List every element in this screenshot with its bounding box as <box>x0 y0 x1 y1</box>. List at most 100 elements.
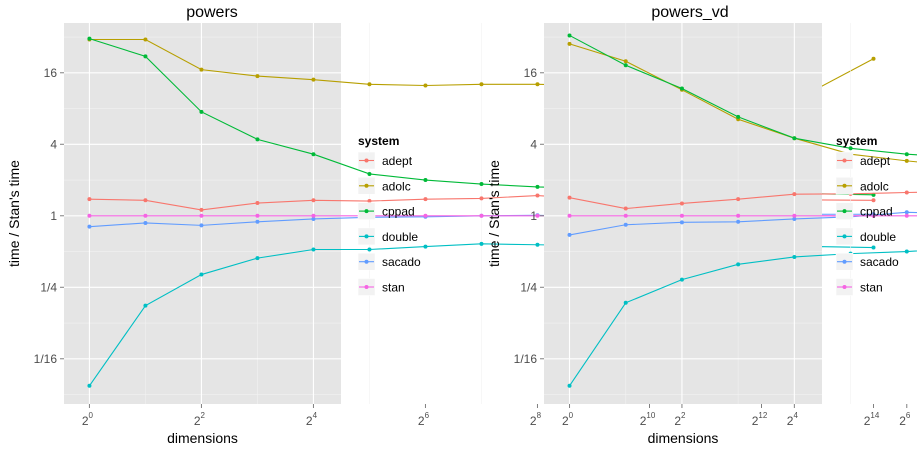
data-point-cppad <box>87 36 92 41</box>
x-tick-base: 2 <box>674 414 681 428</box>
legend-label-adolc: adolc <box>382 179 411 193</box>
data-point-sacado <box>792 216 797 221</box>
data-point-cppad <box>679 86 684 91</box>
data-point-stan <box>87 213 92 218</box>
data-point-double <box>535 242 540 247</box>
data-point-double <box>367 247 372 252</box>
data-point-cppad <box>535 184 540 189</box>
plot-title: powers_vd <box>651 4 728 21</box>
data-point-adolc <box>255 74 260 79</box>
x-tick-label: 22 <box>674 411 686 428</box>
legend-key-point-double <box>364 234 369 239</box>
data-point-double <box>792 254 797 259</box>
x-tick-base: 2 <box>899 414 906 428</box>
data-point-adolc <box>623 59 628 64</box>
data-point-cppad <box>623 63 628 68</box>
data-point-adept <box>479 196 484 201</box>
plot-background <box>544 23 822 404</box>
data-point-sacado <box>199 223 204 228</box>
x-tick-base: 2 <box>864 414 871 428</box>
legend-key-point-adept <box>364 158 369 163</box>
y-tick-label: 4 <box>50 137 57 151</box>
y-tick-label: 1/16 <box>514 352 538 366</box>
data-point-double <box>199 272 204 277</box>
data-point-adolc <box>871 56 876 61</box>
data-point-stan <box>904 213 909 218</box>
legend-label-sacado: sacado <box>382 255 421 269</box>
legend-key-point-adolc <box>364 183 369 188</box>
data-point-stan <box>736 213 741 218</box>
x-tick-exponent: 2 <box>681 411 686 420</box>
y-tick-label: 1/4 <box>520 280 537 294</box>
data-point-stan <box>792 213 797 218</box>
data-point-adept <box>255 201 260 206</box>
data-point-double <box>255 256 260 261</box>
x-tick-exponent: 4 <box>313 411 318 420</box>
data-point-stan <box>679 213 684 218</box>
y-axis-title: time / Stan's time <box>486 160 502 267</box>
data-point-double <box>311 247 316 252</box>
x-tick-label: 26 <box>418 411 430 428</box>
data-point-cppad <box>567 33 572 38</box>
legend-label-double: double <box>860 230 896 244</box>
y-tick-label: 1 <box>50 209 57 223</box>
x-tick-base: 2 <box>418 414 425 428</box>
data-point-sacado <box>143 220 148 225</box>
data-point-double <box>143 303 148 308</box>
data-point-adolc <box>535 82 540 87</box>
x-tick-exponent: 10 <box>646 411 655 420</box>
data-point-adolc <box>567 41 572 46</box>
data-point-sacado <box>623 222 628 227</box>
data-point-sacado <box>736 219 741 224</box>
data-point-adept <box>623 206 628 211</box>
data-point-double <box>87 383 92 388</box>
data-point-double <box>871 245 876 250</box>
legend-key-point-stan <box>364 285 369 289</box>
series-line-adolc <box>569 43 917 163</box>
data-point-adept <box>679 201 684 206</box>
series-line-adept <box>569 191 917 210</box>
x-tick-exponent: 0 <box>89 411 94 420</box>
legend-key-point-stan <box>842 285 847 289</box>
legend-key-point-cppad <box>842 209 847 214</box>
x-tick-label: 28 <box>530 411 542 428</box>
data-point-sacado <box>87 224 92 229</box>
data-point-cppad <box>423 178 428 183</box>
x-tick-base: 2 <box>306 414 313 428</box>
x-tick-base: 2 <box>562 414 569 428</box>
x-tick-base: 2 <box>787 414 794 428</box>
y-axis-title: time / Stan's time <box>6 160 22 267</box>
data-point-stan <box>567 213 572 218</box>
legend-label-adolc: adolc <box>860 179 889 193</box>
legend-key-point-sacado <box>842 259 847 264</box>
data-point-cppad <box>736 114 741 119</box>
x-tick-exponent: 0 <box>569 411 574 420</box>
legend-key-point-double <box>842 234 847 239</box>
series-line-cppad <box>569 34 917 156</box>
legend-label-stan: stan <box>860 281 883 295</box>
x-tick-base: 2 <box>530 414 537 428</box>
data-point-adolc <box>311 77 316 82</box>
x-tick-label: 212 <box>752 411 768 428</box>
x-tick-label: 24 <box>306 411 318 428</box>
data-point-adolc <box>143 37 148 42</box>
legend-label-cppad: cppad <box>860 205 893 219</box>
y-tick-label: 16 <box>524 66 538 80</box>
panel-1: 1/161/414162022242628210212214powers_vdd… <box>486 4 917 446</box>
legend-key-point-cppad <box>364 209 369 214</box>
data-point-double <box>736 262 741 267</box>
legend-label-sacado: sacado <box>860 255 899 269</box>
data-point-adolc <box>479 82 484 87</box>
data-point-double <box>623 300 628 305</box>
data-point-adolc <box>367 82 372 87</box>
data-point-double <box>904 249 909 254</box>
data-point-stan <box>143 213 148 218</box>
data-point-adept <box>792 192 797 197</box>
legend-label-adept: adept <box>860 154 891 168</box>
data-point-cppad <box>255 137 260 142</box>
data-point-sacado <box>904 210 909 215</box>
data-point-sacado <box>567 232 572 237</box>
x-tick-exponent: 2 <box>201 411 206 420</box>
